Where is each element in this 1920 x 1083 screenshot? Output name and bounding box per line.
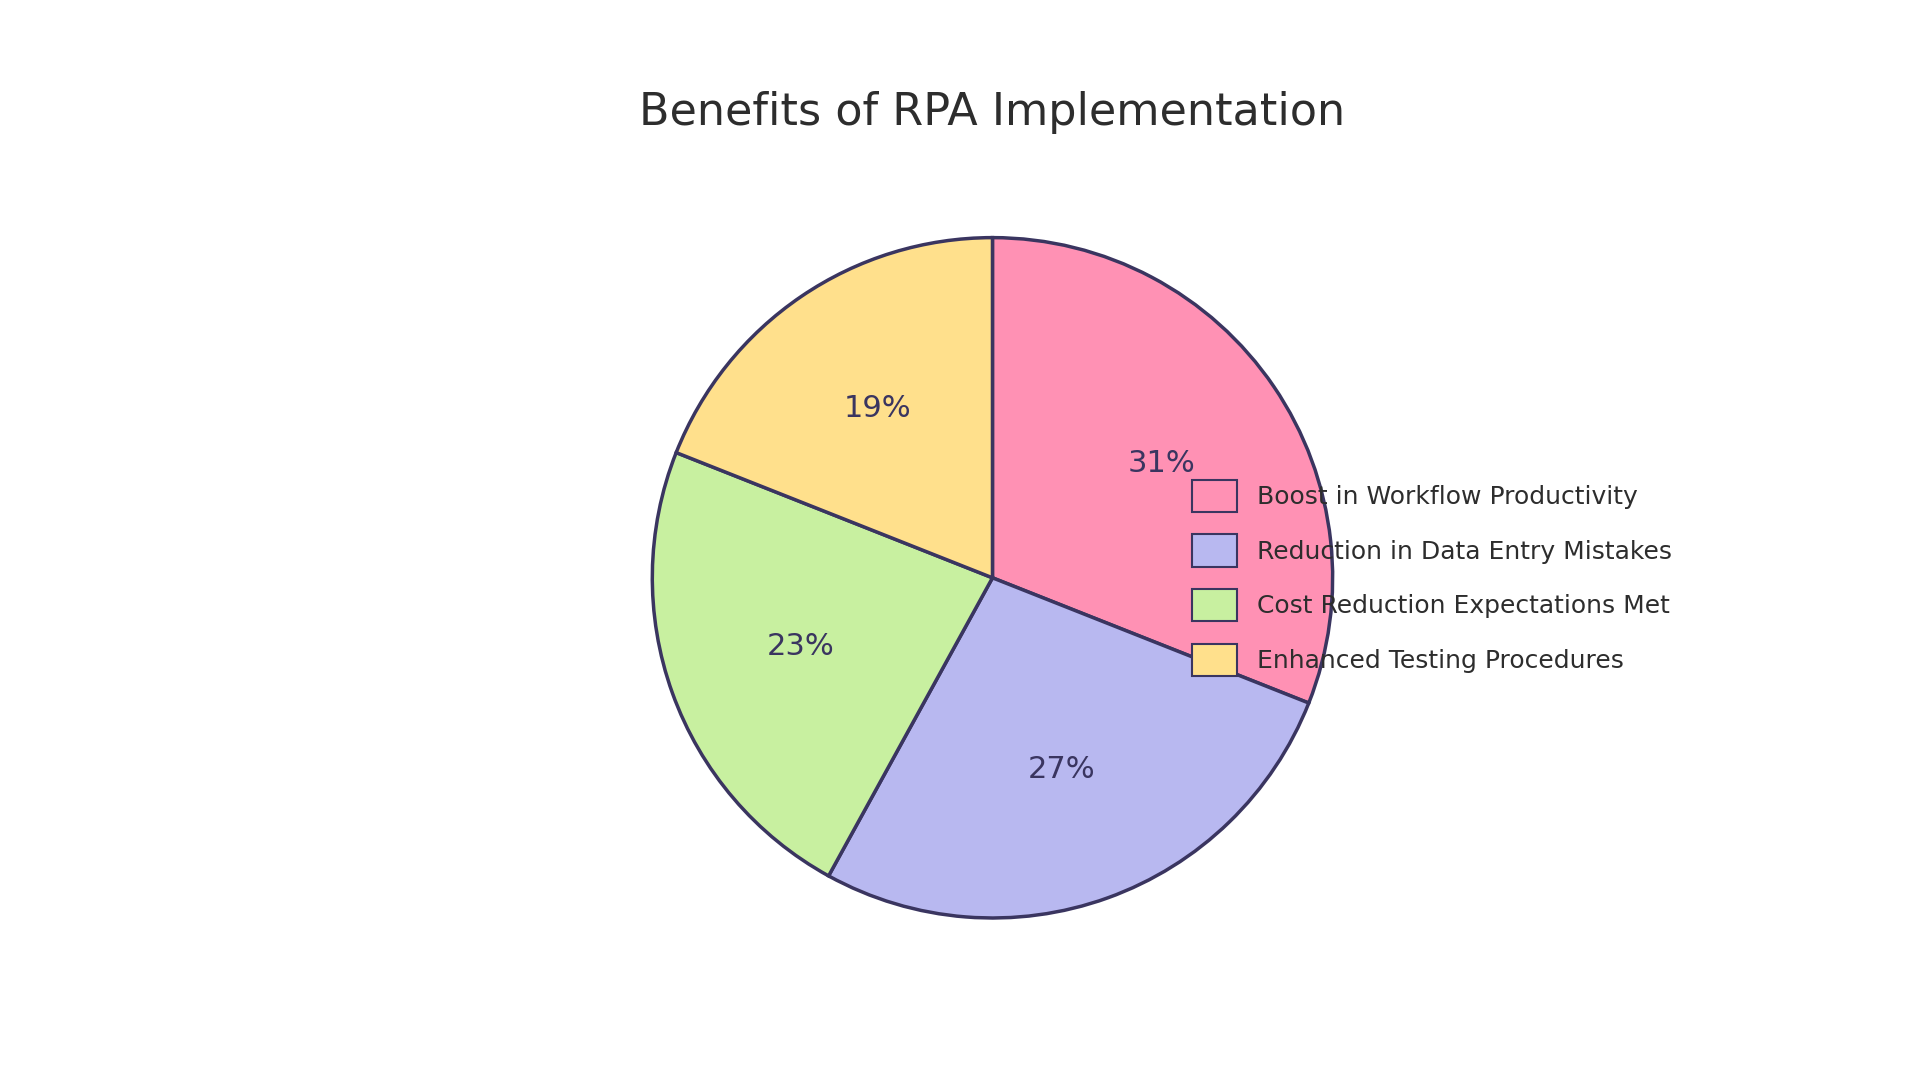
Text: 19%: 19% — [845, 394, 912, 423]
Text: 23%: 23% — [766, 632, 835, 662]
Wedge shape — [676, 237, 993, 578]
Legend: Boost in Workflow Productivity, Reduction in Data Entry Mistakes, Cost Reduction: Boost in Workflow Productivity, Reductio… — [1192, 480, 1672, 676]
Title: Benefits of RPA Implementation: Benefits of RPA Implementation — [639, 91, 1346, 134]
Text: 31%: 31% — [1127, 448, 1194, 478]
Wedge shape — [653, 453, 993, 876]
Wedge shape — [829, 578, 1309, 918]
Wedge shape — [993, 237, 1332, 703]
Text: 27%: 27% — [1027, 755, 1096, 784]
